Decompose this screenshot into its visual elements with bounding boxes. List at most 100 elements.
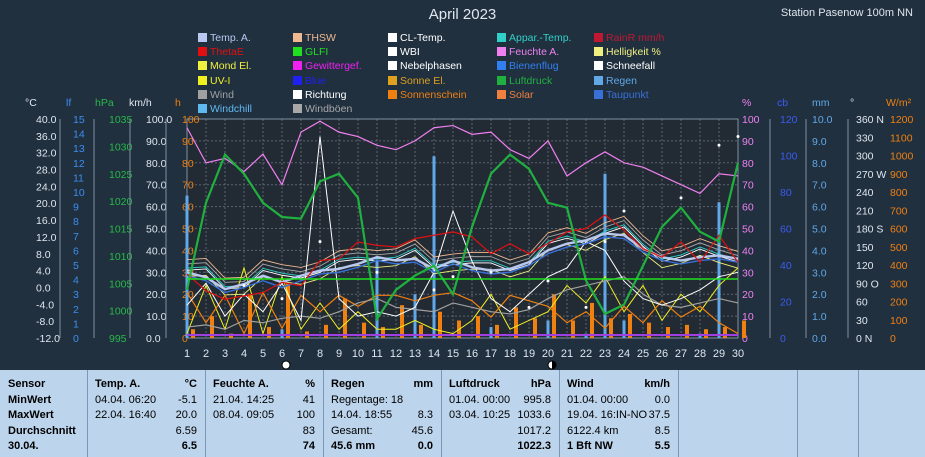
axis-unit-label: hPa [95, 97, 114, 109]
x-tick-label: 7 [298, 348, 304, 360]
stats-value: 995.8 [523, 393, 551, 406]
sunshine-bar [419, 324, 423, 338]
axis-tick-label: 80 [780, 187, 792, 199]
axis-tick-label: 8 [73, 216, 79, 228]
legend-swatch [497, 33, 506, 42]
stats-cell: 04.04. 06:20 [95, 393, 157, 406]
sunshine-bar [533, 318, 537, 338]
axis-tick-label: 20 [780, 297, 792, 309]
legend-label: Windchill [210, 103, 253, 115]
x-tick-label: 3 [222, 348, 228, 360]
stats-cell: 6122.4 km [567, 424, 619, 437]
legend-item: Windchill [198, 102, 252, 116]
axis-tick-label: 1015 [109, 224, 133, 236]
axis-tick-label: 5 [73, 260, 79, 272]
chart-panel: April 2023 Station Pasenow 100m NN Temp.… [25, 6, 914, 370]
legend-swatch [594, 61, 603, 71]
axis-tick-label: 0.0 [36, 282, 51, 294]
axis-tick-label: 20 [742, 289, 754, 301]
axis-unit-label: mm [812, 97, 830, 109]
stats-value: 45.6 [411, 424, 433, 437]
stats-cell: 08.04. 09:05 [213, 409, 275, 421]
stats-value: 0.0 [654, 393, 670, 406]
stats-value: 0.0 [417, 440, 433, 452]
legend-item: Solar [497, 88, 534, 102]
legend-swatch [594, 47, 603, 57]
stats-value: hPa [530, 378, 551, 390]
legend-swatch [497, 75, 506, 85]
axis-tick-label: 5.0 [812, 224, 827, 236]
axis-tick-label: 16.0 [36, 215, 57, 227]
legend-label: ThetaE [210, 46, 244, 59]
axis-tick-label: 0 [780, 333, 786, 345]
legend-item: Appar.-Temp. [497, 31, 571, 45]
legend-label: Appar.-Temp. [509, 32, 572, 44]
sunshine-bar [514, 307, 518, 338]
rain-bar [489, 327, 493, 338]
legend-swatch [388, 89, 397, 99]
legend-swatch [497, 61, 506, 71]
series-line [186, 120, 739, 195]
axis-tick-label: 7.0 [812, 180, 827, 192]
stats-cell: Feuchte A. [213, 378, 269, 390]
legend-swatch [293, 104, 302, 113]
stats-cell: 21.04. 14:25 [213, 393, 275, 406]
legend-label: Temp. A. [210, 32, 251, 44]
axis-unit-label: % [742, 97, 751, 109]
axis-tick-label: 15 [73, 114, 85, 126]
sunshine-bar [552, 294, 556, 338]
legend-item: Regen [594, 74, 637, 88]
sunshine-bar [343, 298, 347, 338]
direction-dot [603, 240, 607, 244]
legend-swatch [293, 33, 302, 42]
legend-swatch [293, 89, 302, 99]
axis-tick-label: 50 [742, 224, 754, 236]
stats-cell: 01.04. 00:00 [449, 393, 511, 406]
x-tick-label: 8 [317, 348, 323, 360]
series-line [186, 236, 739, 294]
axis-tick-label: 32.0 [36, 148, 57, 160]
legend-label: Taupunkt [606, 88, 649, 101]
x-tick-label: 16 [466, 348, 478, 360]
sunshine-bar [248, 294, 252, 338]
sunshine-bar [723, 327, 727, 338]
axis-tick-label: 0 [182, 333, 188, 345]
stats-column [87, 370, 206, 457]
sunshine-bar [210, 316, 214, 338]
stats-value: 1017.2 [517, 424, 551, 437]
axis-tick-label: 500 [890, 242, 908, 254]
axis-tick-label: 40.0 [36, 114, 57, 126]
sunshine-bar [476, 316, 480, 338]
legend-label: Mond El. [210, 60, 252, 73]
x-tick-label: 13 [409, 348, 421, 360]
sunshine-bar [191, 329, 195, 338]
axis-tick-label: 6 [73, 245, 79, 257]
sunshine-bar [628, 313, 632, 338]
rain-bar [603, 173, 607, 338]
axis-tick-label: 100.0 [146, 114, 172, 126]
axis-tick-label: 60 [856, 297, 868, 309]
stats-cell: Regen [331, 378, 365, 390]
station-label: Station Pasenow 100m NN [780, 7, 913, 19]
axis-tick-label: 3.0 [812, 267, 827, 279]
stats-cell: Temp. A. [95, 378, 141, 390]
legend-swatch [388, 61, 397, 71]
stats-cell: 03.04. 10:25 [449, 409, 511, 421]
axis-tick-label: 30 [742, 267, 754, 279]
legend-item: Sonnenschein [388, 88, 467, 102]
stats-value: -5.1 [178, 393, 197, 406]
axis-tick-label: 200 [890, 297, 908, 309]
direction-dot [736, 135, 740, 139]
axis-tick-label: 0.0 [146, 333, 161, 345]
axis-tick-label: 400 [890, 260, 908, 272]
legend-swatch [497, 89, 506, 99]
plot-background [187, 119, 738, 338]
legend-item: Feuchte A. [497, 45, 559, 59]
series-line [186, 276, 739, 330]
axis-tick-label: 11 [73, 172, 84, 184]
stats-value: 41 [302, 393, 315, 406]
legend-item: Windböen [293, 102, 352, 116]
x-tick-label: 27 [675, 348, 687, 360]
x-tick-label: 10 [352, 348, 364, 360]
x-tick-label: 4 [241, 348, 247, 360]
